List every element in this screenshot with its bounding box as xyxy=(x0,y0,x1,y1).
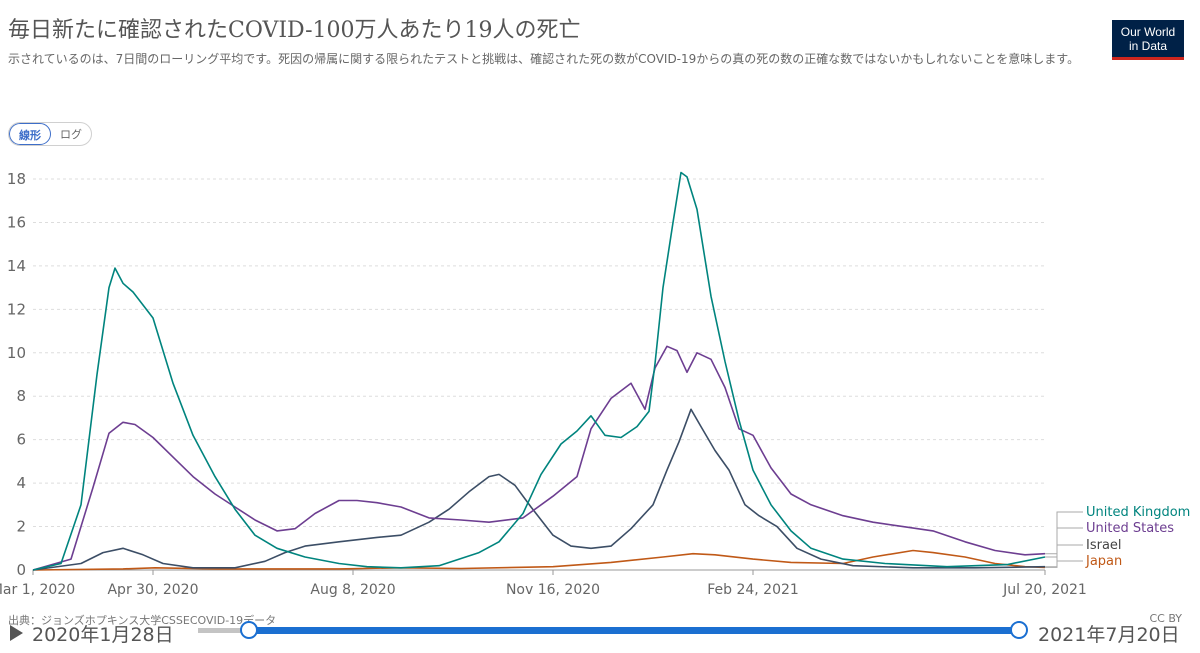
timeline-start-handle[interactable] xyxy=(240,621,258,639)
legend-connector xyxy=(1045,560,1083,568)
y-tick-label: 12 xyxy=(7,300,26,318)
legend-label[interactable]: Japan xyxy=(1085,554,1122,569)
scale-toggle[interactable]: 線形 ログ xyxy=(8,122,92,146)
legend-label[interactable]: United Kingdom xyxy=(1086,505,1190,520)
logo-line-2: in Data xyxy=(1128,39,1168,53)
timeline-end-handle[interactable] xyxy=(1010,621,1028,639)
y-tick-label: 16 xyxy=(7,213,26,231)
x-axis-ticks: Mar 1, 2020 Apr 30, 2020 Aug 8, 2020 Nov 16… xyxy=(0,570,1087,598)
license-note[interactable]: CC BY xyxy=(1149,612,1182,625)
y-tick-label: 0 xyxy=(16,561,26,579)
line-chart[interactable]: 0 2 4 6 8 10 12 14 16 18 Mar 1, 2020 Apr 30, 2020 A… xyxy=(0,150,1200,605)
series-line-united-states[interactable] xyxy=(32,345,1046,571)
linear-scale-button[interactable]: 線形 xyxy=(9,123,51,145)
y-tick-label: 18 xyxy=(7,170,26,188)
y-tick-label: 14 xyxy=(7,257,26,275)
timeline-start-label: 2020年1月28日 xyxy=(32,624,174,646)
x-tick-label: Aug 8, 2020 xyxy=(310,582,395,598)
chart-subtitle: 示されているのは、7日間のローリング平均です。死因の帰属に関する限られたテストと… xyxy=(8,52,1080,66)
x-tick-label: Apr 30, 2020 xyxy=(107,582,198,598)
y-tick-label: 10 xyxy=(7,344,26,362)
timeline-slider[interactable]: 2020年1月28日 2021年7月20日 xyxy=(0,618,1200,648)
legend-label[interactable]: United States xyxy=(1086,521,1174,536)
owid-logo[interactable]: Our World in Data xyxy=(1112,20,1184,60)
gridlines xyxy=(33,178,1045,571)
x-tick-label: Feb 24, 2021 xyxy=(707,582,799,598)
log-scale-button[interactable]: ログ xyxy=(60,128,82,141)
legend-connector xyxy=(1045,511,1083,558)
timeline-track[interactable] xyxy=(198,628,248,633)
series-lines xyxy=(32,171,1046,571)
x-tick-label: Nov 16, 2020 xyxy=(506,582,600,598)
source-note[interactable]: 出典：ジョンズホプキンス大学CSSECOVID-19データ xyxy=(8,614,277,627)
legend-label[interactable]: Israel xyxy=(1086,538,1122,553)
series-line-united-kingdom[interactable] xyxy=(32,171,1046,571)
y-tick-label: 4 xyxy=(16,474,26,492)
y-tick-label: 8 xyxy=(16,387,26,405)
timeline-range[interactable] xyxy=(248,627,1018,634)
legend-connector xyxy=(1045,544,1083,568)
play-icon[interactable] xyxy=(10,625,23,641)
x-tick-label: Jul 20, 2021 xyxy=(1002,582,1087,598)
x-tick-label: Mar 1, 2020 xyxy=(0,582,75,598)
y-axis-ticks: 0 2 4 6 8 10 12 14 16 18 xyxy=(7,170,26,579)
y-tick-label: 2 xyxy=(16,518,26,536)
timeline-end-label: 2021年7月20日 xyxy=(1038,624,1180,646)
logo-line-1: Our World xyxy=(1120,25,1176,39)
chart-title: 毎日新たに確認されたCOVID-100万人あたり19人の死亡 xyxy=(8,18,581,43)
series-line-israel[interactable] xyxy=(32,408,1046,571)
legend-connector xyxy=(1045,527,1083,555)
series-line-japan[interactable] xyxy=(32,549,1046,571)
y-tick-label: 6 xyxy=(16,431,26,449)
